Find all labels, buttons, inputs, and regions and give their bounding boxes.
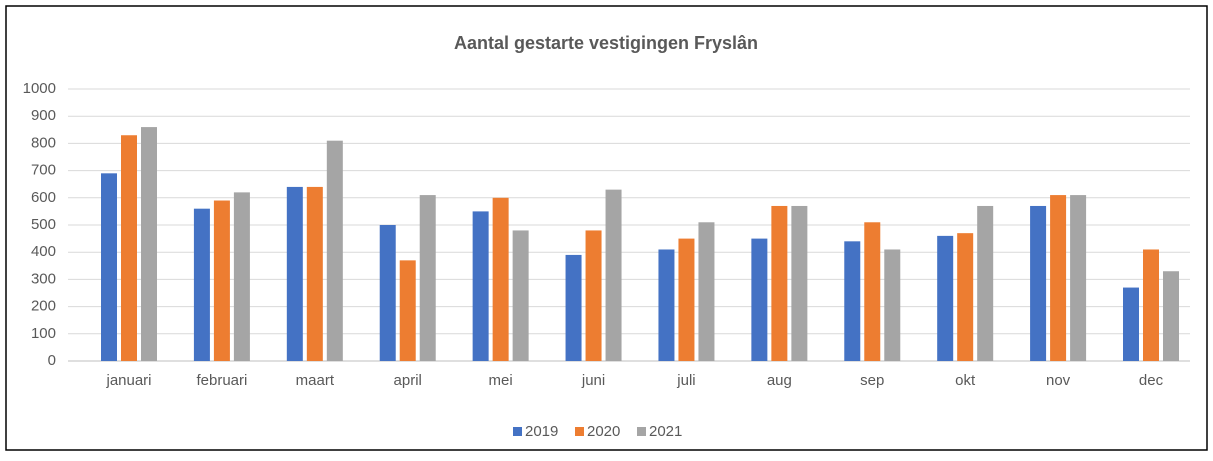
bar [286,186,303,361]
x-tick-label: aug [767,372,792,389]
y-tick-label: 500 [31,216,56,233]
bar [977,205,994,361]
x-tick-label: april [394,372,422,389]
bar [678,238,695,361]
bar [605,189,622,361]
bar [326,140,343,361]
bar [1030,205,1047,361]
y-tick-label: 400 [31,243,56,260]
x-tick-label: sep [860,372,884,389]
bar [306,186,323,361]
y-tick-label: 1000 [23,80,56,97]
bar [121,135,137,361]
y-tick-label: 100 [31,325,56,342]
x-tick-label: maart [296,372,335,389]
legend-swatch [513,427,522,436]
x-tick-label: juli [676,372,695,389]
bar [101,173,117,361]
bar [193,208,210,361]
legend-swatch [575,427,584,436]
bar [884,249,901,361]
bar [1070,195,1087,361]
bar [512,230,529,361]
legend-swatch [637,427,646,436]
bar [379,225,396,361]
bar [141,127,157,361]
x-tick-label: nov [1046,372,1071,389]
bar [658,249,675,361]
chart-title: Aantal gestarte vestigingen Fryslân [454,33,758,53]
y-tick-label: 300 [31,270,56,287]
x-tick-label: dec [1139,372,1164,389]
bar [233,192,250,361]
bar [1123,287,1139,361]
y-tick-label: 900 [31,107,56,124]
legend-label: 2020 [587,423,620,440]
y-tick-label: 700 [31,162,56,179]
legend-label: 2021 [649,423,682,440]
bar [844,241,861,361]
bar [213,200,230,361]
bar [751,238,768,361]
bar [585,230,602,361]
bar [864,222,881,361]
bar [492,197,509,361]
bar [565,254,582,361]
bar [771,205,788,361]
y-tick-label: 600 [31,189,56,206]
bar [399,260,416,361]
bar [1050,195,1067,361]
bar [472,211,489,361]
x-tick-label: januari [105,372,151,389]
y-tick-label: 200 [31,298,56,315]
x-tick-label: mei [489,372,513,389]
x-tick-label: okt [955,372,976,389]
bar [1163,271,1179,361]
y-tick-label: 800 [31,134,56,151]
y-tick-label: 0 [48,352,56,369]
bar [1143,249,1159,361]
bar [957,233,974,361]
bar [419,195,436,361]
bar [791,205,808,361]
x-tick-label: februari [196,372,247,389]
bar [698,222,715,361]
legend-label: 2019 [525,423,558,440]
bar [937,235,954,361]
x-tick-label: juni [581,372,605,389]
